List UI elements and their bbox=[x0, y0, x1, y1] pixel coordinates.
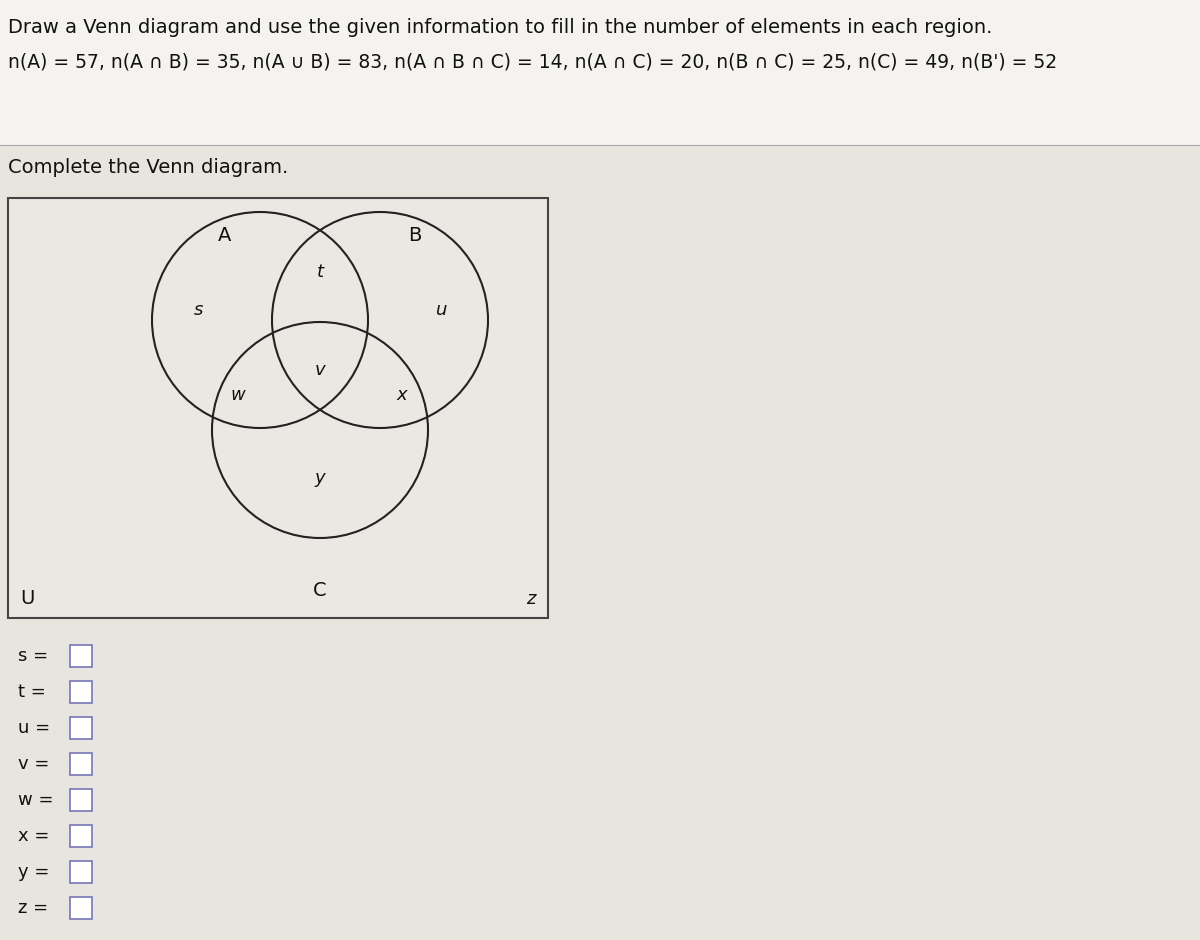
Bar bbox=[70, 682, 92, 703]
Bar bbox=[70, 717, 92, 739]
Bar bbox=[70, 861, 92, 884]
Text: z: z bbox=[527, 590, 536, 608]
Text: z =: z = bbox=[18, 900, 48, 917]
Text: Draw a Venn diagram and use the given information to fill in the number of eleme: Draw a Venn diagram and use the given in… bbox=[8, 18, 992, 37]
Bar bbox=[0, 145, 1200, 940]
Text: n(A) = 57, n(A ∩ B) = 35, n(A ∪ B) = 83, n(A ∩ B ∩ C) = 14, n(A ∩ C) = 20, n(B ∩: n(A) = 57, n(A ∩ B) = 35, n(A ∪ B) = 83,… bbox=[8, 52, 1057, 71]
Text: u: u bbox=[437, 301, 448, 319]
Bar bbox=[70, 825, 92, 847]
Bar bbox=[70, 790, 92, 811]
Text: u =: u = bbox=[18, 719, 50, 737]
Text: t =: t = bbox=[18, 683, 46, 701]
Text: x: x bbox=[397, 386, 407, 404]
Text: y: y bbox=[314, 469, 325, 487]
Text: v =: v = bbox=[18, 755, 49, 774]
Text: x =: x = bbox=[18, 827, 49, 845]
Text: t: t bbox=[317, 263, 324, 281]
Bar bbox=[70, 897, 92, 919]
Text: y =: y = bbox=[18, 863, 49, 881]
Bar bbox=[70, 645, 92, 667]
Text: s =: s = bbox=[18, 648, 48, 666]
Text: w: w bbox=[230, 386, 245, 404]
Bar bbox=[8, 198, 548, 618]
Bar bbox=[0, 0, 1200, 145]
Text: v: v bbox=[314, 361, 325, 379]
Bar bbox=[70, 753, 92, 776]
Text: U: U bbox=[20, 589, 35, 608]
Text: Complete the Venn diagram.: Complete the Venn diagram. bbox=[8, 158, 288, 177]
Text: A: A bbox=[218, 226, 232, 245]
Text: s: s bbox=[193, 301, 203, 319]
Text: C: C bbox=[313, 581, 326, 600]
Text: w =: w = bbox=[18, 791, 54, 809]
Text: B: B bbox=[408, 226, 421, 245]
